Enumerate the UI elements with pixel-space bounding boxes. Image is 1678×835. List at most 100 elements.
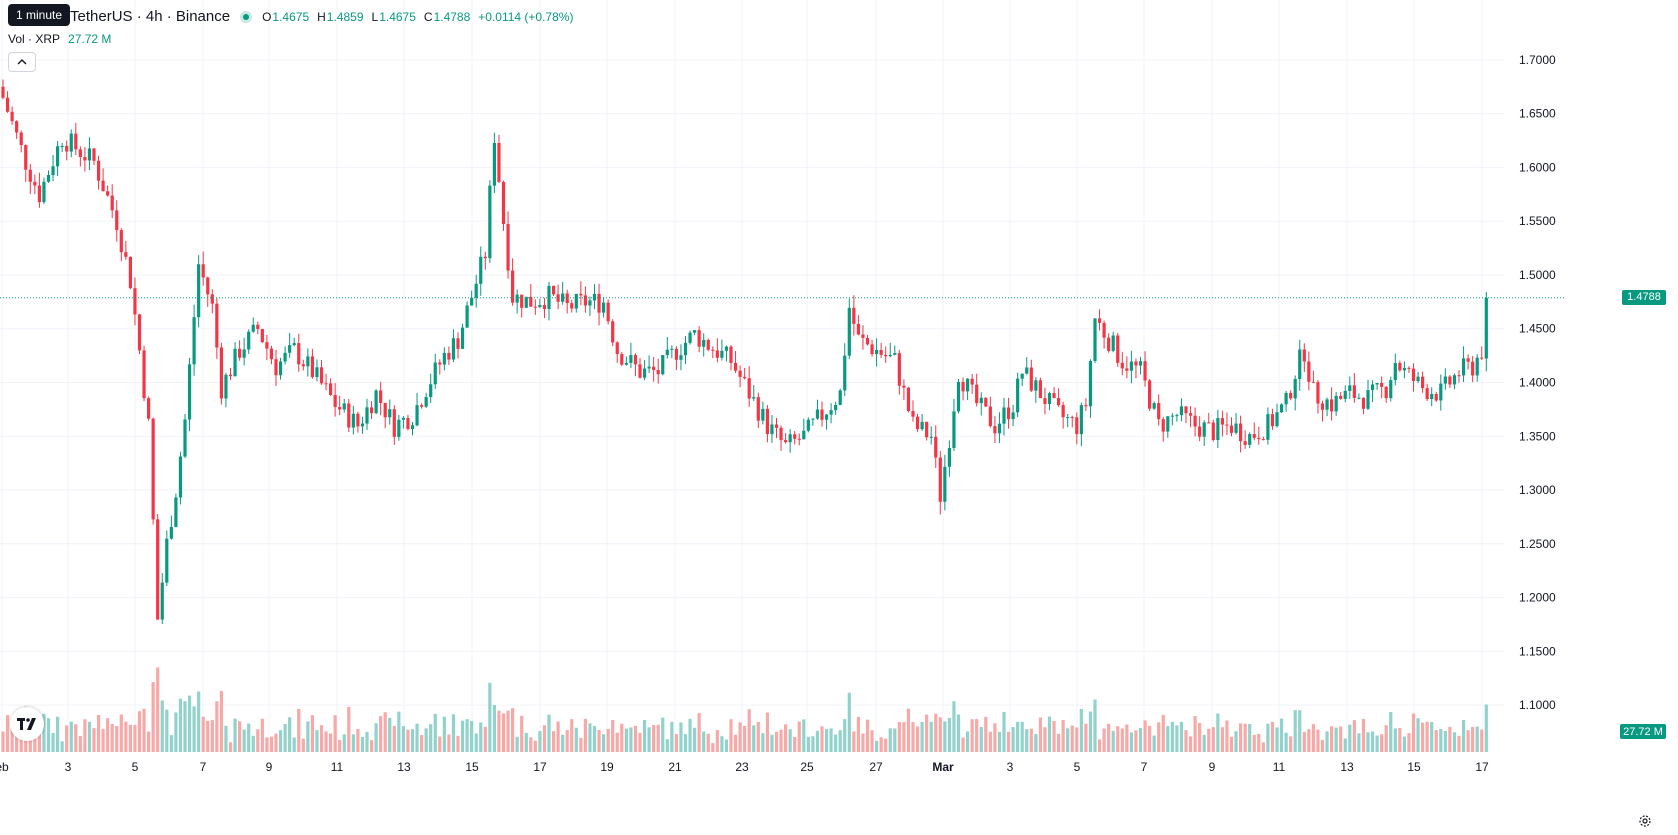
volume-bar <box>706 733 710 752</box>
candle-body <box>656 369 660 375</box>
candle-body <box>1025 367 1029 374</box>
candle-body <box>902 385 906 388</box>
candle-body <box>1170 415 1174 417</box>
volume-bar <box>834 734 838 752</box>
volume-bar <box>911 722 915 752</box>
volume-bar <box>1143 720 1147 752</box>
collapse-legend-button[interactable] <box>8 52 36 72</box>
candle-body <box>1334 395 1338 412</box>
volume-bar <box>520 715 524 752</box>
candle-body <box>1070 417 1074 419</box>
volume-bar <box>802 719 806 752</box>
open-value: O1.4675 <box>262 9 310 24</box>
volume-bar <box>1411 713 1416 752</box>
candle-body <box>1361 397 1366 409</box>
volume-bar <box>456 735 460 752</box>
volume-bar <box>879 737 883 752</box>
candle-body <box>1129 361 1133 371</box>
candle-body <box>1161 419 1165 432</box>
tradingview-logo-icon[interactable] <box>10 707 44 741</box>
volume-bar <box>260 718 264 752</box>
volume-bar <box>529 737 533 752</box>
candle-body <box>147 398 151 419</box>
candle-body <box>606 302 610 322</box>
volume-bar <box>15 731 19 752</box>
volume-bar <box>87 721 92 752</box>
volume-bar <box>715 730 719 752</box>
volume-price-label: 27.72 M <box>1620 724 1666 739</box>
volume-bar <box>106 718 110 752</box>
candle-body <box>1234 423 1238 433</box>
volume-bar <box>33 734 37 752</box>
candle-body <box>511 270 515 303</box>
candle-body <box>633 355 638 365</box>
candle-body <box>1088 360 1093 407</box>
volume-bar <box>1170 721 1174 752</box>
volume-bar <box>233 718 237 752</box>
candle-body <box>256 324 260 330</box>
time-tick-label: 15 <box>1407 760 1421 774</box>
volume-bar <box>761 733 765 752</box>
volume-bar <box>492 704 496 752</box>
volume-bar <box>128 724 132 752</box>
volume-bar <box>1243 723 1247 752</box>
volume-legend[interactable]: Vol · XRP 27.72 M <box>8 32 111 46</box>
candle-body <box>756 397 760 421</box>
volume-bar <box>929 721 933 752</box>
candle-body <box>1339 395 1343 399</box>
volume-bar <box>1416 718 1420 752</box>
volume-bar <box>265 737 269 752</box>
symbol-title[interactable]: TetherUS · 4h · Binance <box>70 8 231 25</box>
volume-bar <box>956 714 961 752</box>
candle-body <box>1471 361 1475 376</box>
volume-bar <box>979 727 983 752</box>
candle-body <box>338 406 342 410</box>
candle-body <box>1125 368 1129 371</box>
candle-body <box>779 427 783 441</box>
volume-bar <box>1129 732 1133 752</box>
change-value: +0.0114 (+0.78%) <box>478 9 574 24</box>
volume-bar <box>460 720 465 752</box>
time-tick-label: 23 <box>735 760 749 774</box>
volume-bar <box>1216 713 1220 752</box>
volume-bar <box>524 732 528 752</box>
market-status-icon[interactable] <box>240 10 253 23</box>
volume-bar <box>10 720 14 752</box>
chevron-up-icon <box>17 59 27 65</box>
candle-body <box>811 418 815 420</box>
candle-body <box>647 366 651 369</box>
candle-body <box>970 378 974 385</box>
volume-bar <box>324 731 328 752</box>
volume-bar <box>156 667 160 752</box>
volume-bar <box>934 713 938 752</box>
settings-gear-icon[interactable] <box>1636 812 1654 830</box>
candle-body <box>392 409 396 437</box>
candle-body <box>10 111 14 122</box>
volume-bar <box>784 724 788 752</box>
volume-bar <box>561 734 565 752</box>
candle-body <box>724 346 729 351</box>
volume-bar <box>438 736 442 752</box>
candle-body <box>865 337 870 345</box>
candle-body <box>260 329 264 343</box>
candle-body <box>1325 399 1329 410</box>
time-tick-label: 3 <box>1007 760 1014 774</box>
volume-bar <box>697 713 701 752</box>
candle-body <box>1480 357 1484 359</box>
volume-bar <box>1239 723 1243 752</box>
volume-bar <box>1193 716 1197 752</box>
candle-body <box>169 526 173 539</box>
volume-bar <box>1125 724 1129 752</box>
volume-bar <box>966 731 970 752</box>
volume-bar <box>1043 727 1047 752</box>
volume-bar <box>1097 739 1102 752</box>
candle-body <box>1416 376 1420 382</box>
volume-bar <box>369 740 374 752</box>
volume-bar <box>347 706 351 752</box>
price-tick-label: 1.2500 <box>1519 537 1556 551</box>
volume-bar <box>51 733 55 752</box>
candle-body <box>56 146 60 167</box>
candle-body <box>1157 403 1161 420</box>
candle-body <box>629 355 633 363</box>
